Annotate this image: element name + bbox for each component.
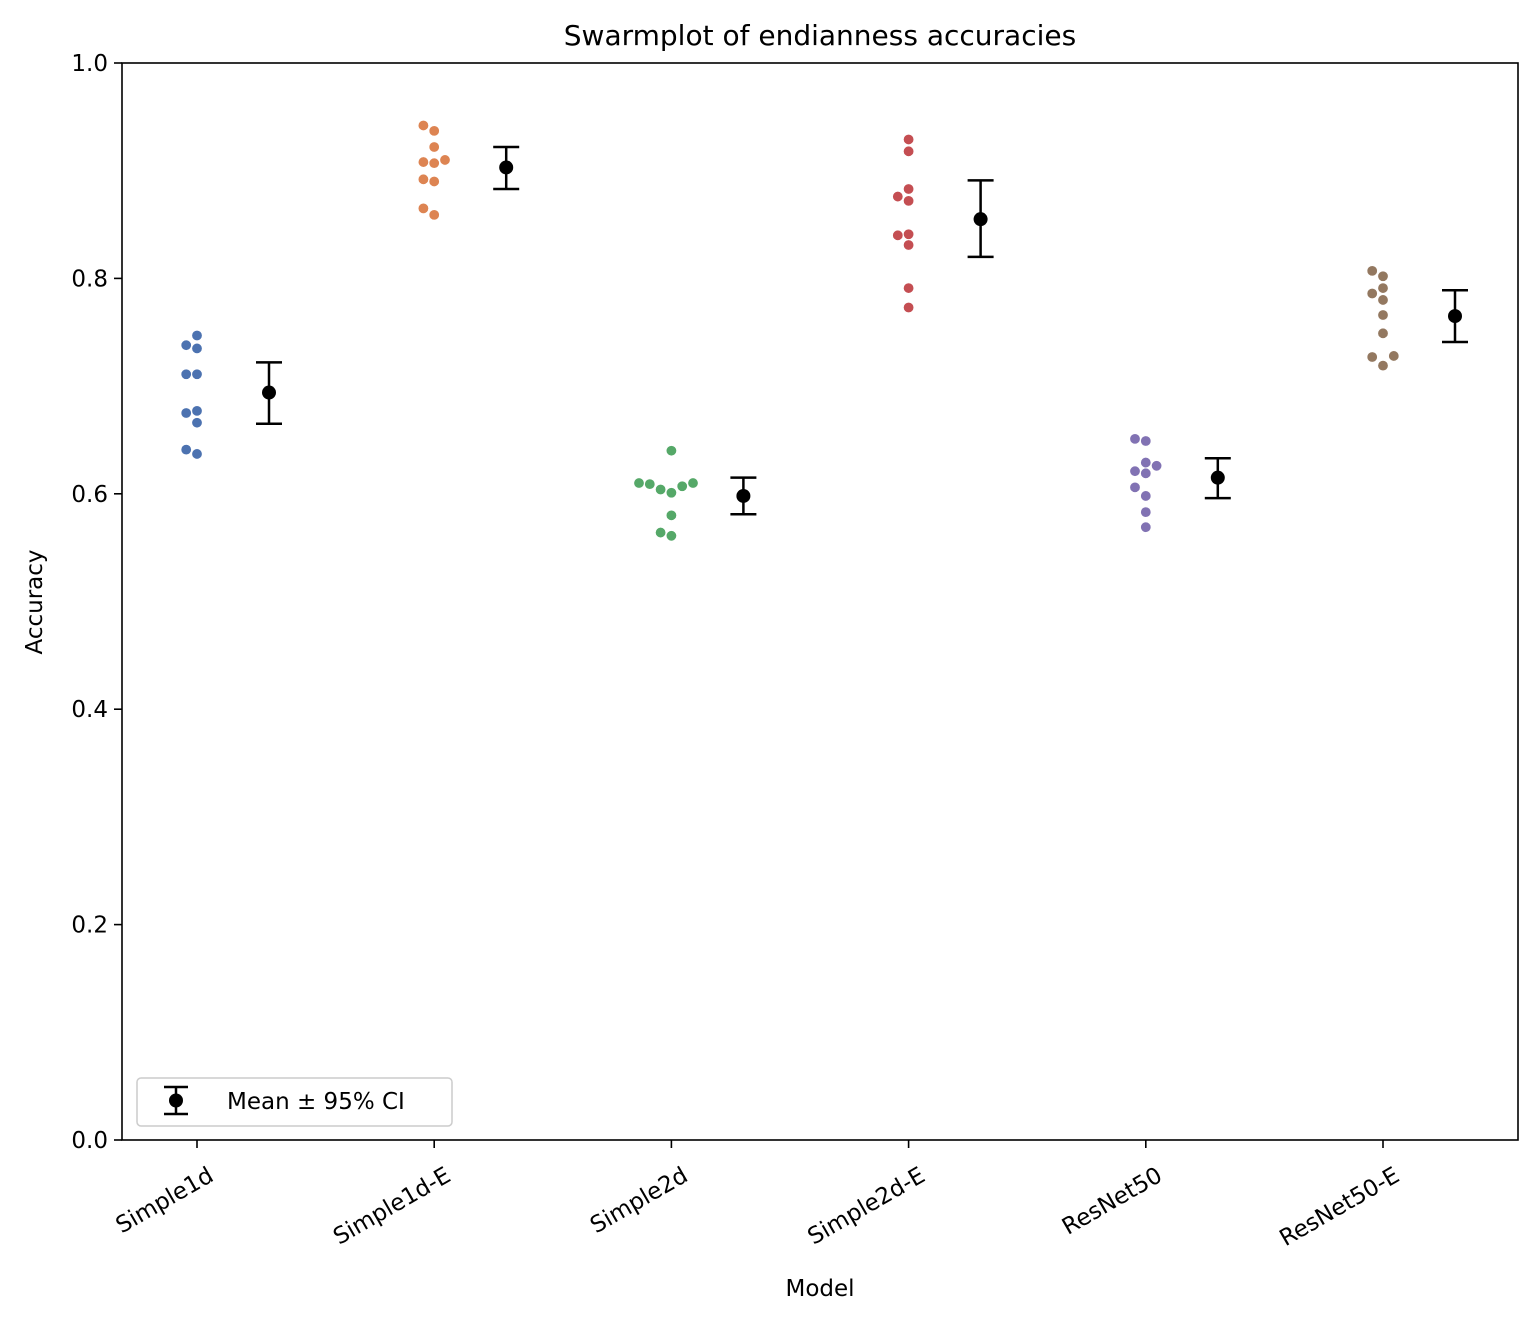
y-tick-label: 0.0 — [71, 1128, 108, 1154]
plot-frame — [121, 62, 1519, 1141]
mean-ci-errorbar — [967, 179, 994, 259]
mean-ci-errorbar — [256, 361, 282, 426]
swarm-point — [428, 141, 440, 153]
swarm-point — [191, 368, 203, 380]
swarm-point — [417, 202, 429, 214]
plot-marks — [180, 119, 1468, 542]
y-tick-label: 0.2 — [71, 913, 108, 939]
swarm-point — [180, 444, 192, 456]
y-axis: 0.0 0.2 0.4 0.6 0.8 1.0 — [71, 51, 122, 1154]
legend: Mean ± 95% CI — [136, 1077, 453, 1127]
swarm-point — [1388, 350, 1400, 362]
swarm-point — [903, 195, 915, 207]
mean-point — [499, 160, 514, 175]
swarm-point — [1377, 327, 1389, 339]
swarm-point — [417, 119, 429, 131]
swarm-point — [633, 477, 645, 489]
swarm-point — [428, 125, 440, 137]
swarm-point — [892, 229, 904, 241]
mean-ci-errorbar — [493, 145, 520, 191]
mean-ci-errorbar — [730, 476, 757, 516]
swarm-point — [903, 228, 915, 240]
swarm-point — [655, 527, 667, 539]
swarm-point — [665, 445, 677, 457]
swarm-point — [1377, 294, 1389, 306]
swarm-point — [1129, 465, 1141, 477]
swarm-point — [1140, 490, 1152, 502]
mean-point — [1448, 309, 1462, 324]
swarm-point — [1366, 351, 1378, 363]
swarm-point — [903, 183, 915, 195]
swarm-point — [1140, 506, 1152, 518]
swarm-point — [439, 154, 451, 166]
swarm-point — [180, 368, 192, 380]
swarm-point — [1377, 360, 1389, 372]
series-ResNet50-E — [1366, 265, 1468, 372]
swarm-point — [1151, 460, 1163, 472]
swarm-point — [903, 239, 915, 251]
swarm-point — [1377, 270, 1389, 282]
swarm-point — [428, 209, 440, 221]
y-tick-label: 0.4 — [71, 697, 108, 723]
mean-ci-errorbar — [1442, 288, 1468, 344]
y-axis-label: Accuracy — [22, 549, 48, 654]
swarm-point — [1140, 467, 1152, 479]
swarm-point — [655, 483, 667, 495]
swarm-point — [676, 480, 688, 492]
swarm-point — [1140, 435, 1152, 447]
swarm-point — [903, 145, 915, 157]
series-Simple1d — [180, 329, 282, 460]
series-Simple2d — [633, 445, 757, 542]
legend-errorbar-icon — [164, 1085, 188, 1116]
swarm-point — [191, 342, 203, 354]
swarm-point — [191, 405, 203, 417]
swarm-point — [417, 173, 429, 185]
mean-point — [262, 385, 276, 400]
series-Simple2d-E — [892, 133, 994, 313]
swarm-point — [1140, 457, 1152, 469]
series-ResNet50 — [1129, 433, 1231, 533]
legend-box — [136, 1077, 453, 1127]
swarm-point — [428, 175, 440, 187]
legend-label: Mean ± 95% CI — [227, 1089, 405, 1115]
swarm-point — [191, 448, 203, 460]
swarm-point — [180, 407, 192, 419]
mean-point — [1210, 470, 1225, 485]
swarm-point — [1129, 481, 1141, 493]
swarm-point — [892, 191, 904, 203]
swarm-point — [665, 509, 677, 521]
swarm-point — [665, 530, 677, 542]
mean-point — [973, 212, 988, 227]
swarm-point — [428, 157, 440, 169]
swarm-point — [644, 478, 656, 490]
swarm-point — [180, 339, 192, 351]
swarm-point — [903, 282, 915, 294]
mean-ci-errorbar — [1204, 457, 1231, 500]
swarm-point — [1377, 309, 1389, 321]
chart-title: Swarmplot of endianness accuracies — [564, 19, 1076, 52]
swarm-point — [687, 477, 699, 489]
mean-point — [736, 488, 751, 503]
swarm-point — [1366, 265, 1378, 277]
y-tick-label: 0.8 — [71, 266, 108, 292]
swarm-point — [1377, 282, 1389, 294]
swarm-point — [1140, 521, 1152, 533]
y-tick-label: 0.6 — [71, 482, 108, 508]
swarm-point — [903, 133, 915, 145]
y-tick-label: 1.0 — [71, 51, 108, 77]
swarm-point — [1129, 433, 1141, 445]
x-axis-label: Model — [785, 1276, 854, 1302]
swarm-point — [417, 156, 429, 168]
swarm-point — [191, 329, 203, 341]
series-Simple1d-E — [417, 119, 520, 221]
swarm-point — [191, 417, 203, 429]
swarm-point — [665, 487, 677, 499]
swarm-point — [1366, 287, 1378, 299]
swarm-point — [903, 301, 915, 313]
